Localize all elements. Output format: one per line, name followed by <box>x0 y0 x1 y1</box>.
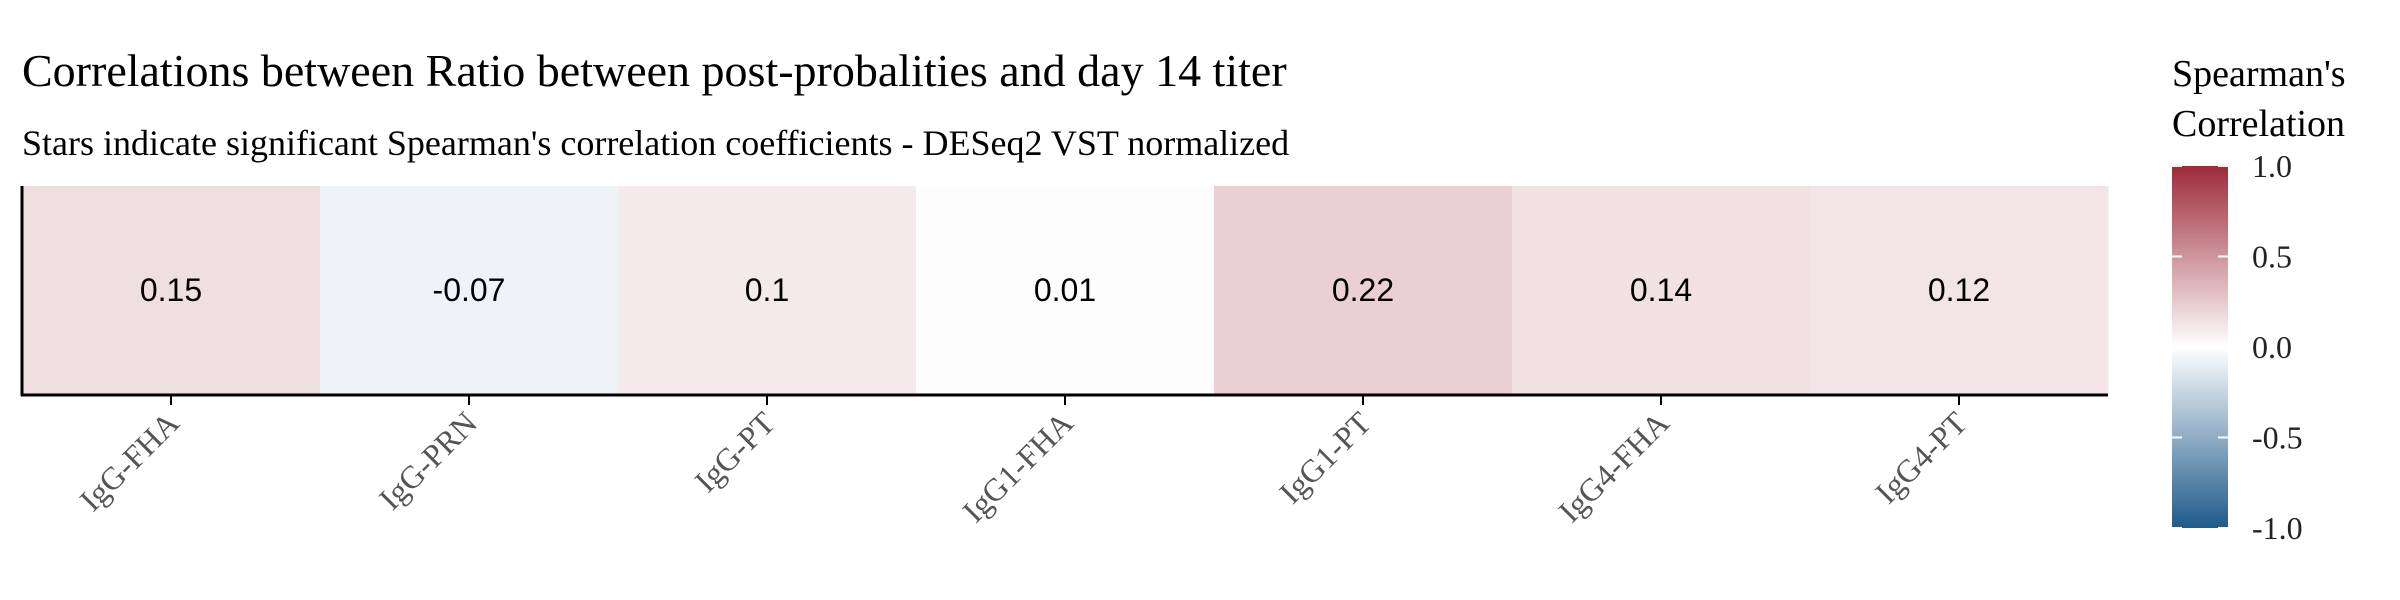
cell-value-label: -0.07 <box>433 272 506 308</box>
x-tick-label: IgG4-FHA <box>1551 404 1676 529</box>
x-tick-label: IgG1-PT <box>1272 404 1378 510</box>
heatmap-cell-igg4-pt <box>1810 186 2109 394</box>
x-axis-ticks: IgG-FHA IgG-PRN IgG-PT IgG1-FHA IgG1-PT IgG4-… <box>73 395 1974 529</box>
cell-value-label: 0.01 <box>1034 272 1096 308</box>
legend-tick-label: -1.0 <box>2252 510 2303 546</box>
legend-tick-label: 0.5 <box>2252 239 2292 275</box>
legend-tick-label: 0.0 <box>2252 329 2292 365</box>
x-tick-label: IgG4-PT <box>1868 404 1974 510</box>
chart-title: Correlations between Ratio between post-… <box>22 45 1287 96</box>
x-tick-label: IgG-PT <box>687 404 782 499</box>
cell-labels: 0.15 -0.07 0.1 0.01 0.22 0.14 0.12 <box>140 272 1990 308</box>
legend-ticks: 1.0 0.5 0.0 -0.5 -1.0 <box>2172 148 2303 546</box>
heatmap-cell-igg1-pt <box>1214 186 1513 394</box>
legend-title-line2: Correlation <box>2172 103 2345 145</box>
legend-title-line1: Spearman's <box>2172 53 2346 95</box>
cell-value-label: 0.15 <box>140 272 202 308</box>
x-tick-label: IgG-FHA <box>73 404 186 517</box>
heatmap-cell-igg-pt <box>618 186 917 394</box>
chart-subtitle: Stars indicate significant Spearman's co… <box>22 123 1289 163</box>
heatmap-cell-igg4-fha <box>1512 186 1811 394</box>
heatmap-cell-igg1-fha <box>916 186 1215 394</box>
heatmap-cell-igg-fha <box>22 186 321 394</box>
legend-tick-label: -0.5 <box>2252 420 2303 456</box>
x-tick-label: IgG-PRN <box>372 404 484 516</box>
legend-tick-label: 1.0 <box>2252 148 2292 184</box>
cell-value-label: 0.14 <box>1630 272 1692 308</box>
x-tick-label: IgG1-FHA <box>955 404 1080 529</box>
heatmap-cells <box>22 186 2109 394</box>
cell-value-label: 0.1 <box>745 272 789 308</box>
cell-value-label: 0.22 <box>1332 272 1394 308</box>
heatmap-cell-igg-prn <box>320 186 619 394</box>
cell-value-label: 0.12 <box>1928 272 1990 308</box>
